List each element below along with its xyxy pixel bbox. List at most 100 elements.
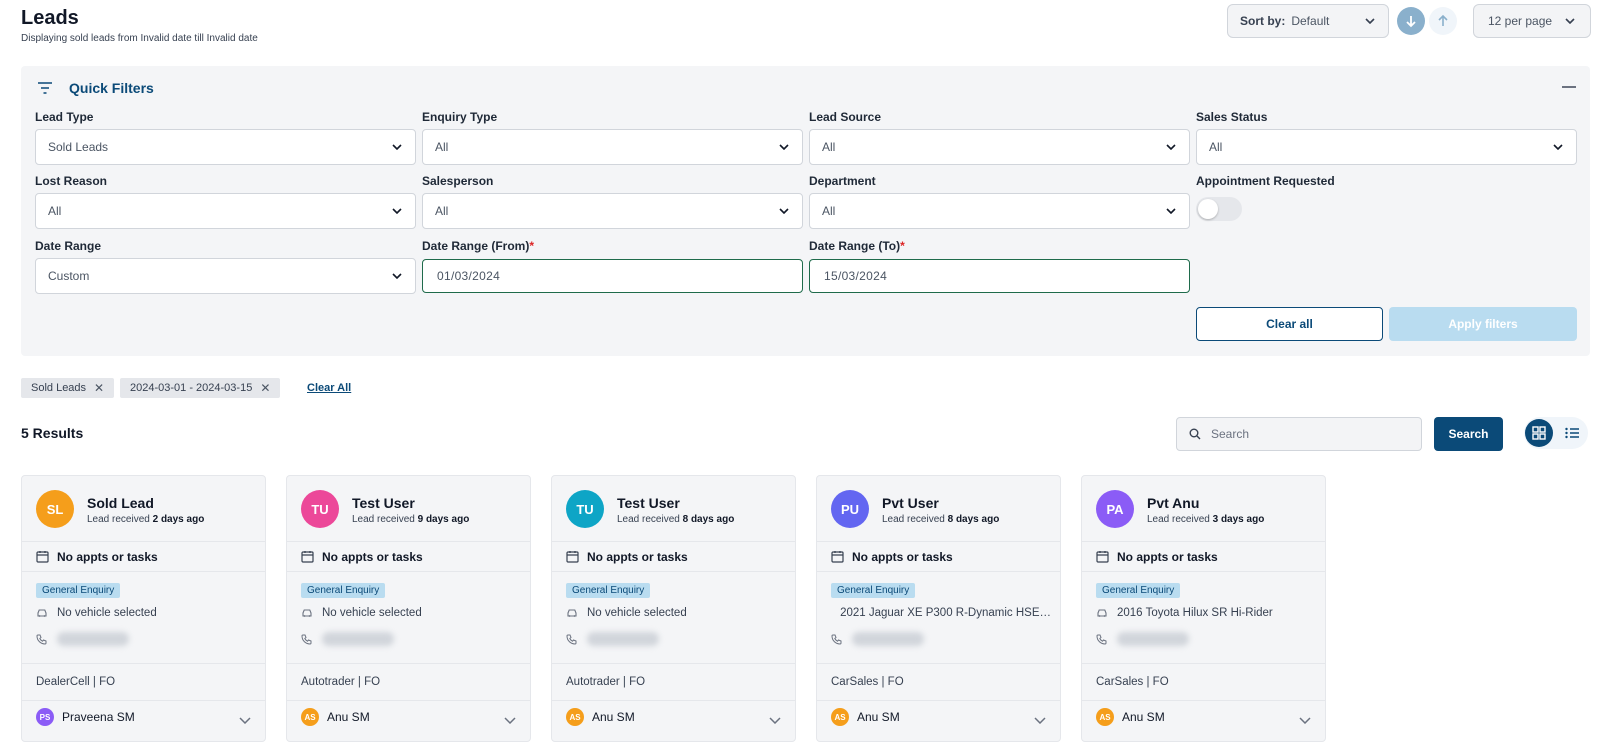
appts-row: No appts or tasks — [22, 542, 265, 572]
lead-source: Autotrader | FO — [552, 663, 795, 701]
grid-view-button[interactable] — [1525, 419, 1553, 447]
collapse-icon[interactable] — [1562, 86, 1576, 88]
search-button[interactable]: Search — [1434, 417, 1503, 451]
per-page-value: 12 per page — [1488, 14, 1553, 28]
lead-name[interactable]: Test User — [352, 495, 415, 511]
owner-initials: AS — [834, 712, 846, 722]
department-select[interactable]: All — [809, 193, 1190, 229]
lead-received: Lead received 3 days ago — [1147, 514, 1264, 525]
phone-row — [301, 632, 394, 646]
search-input[interactable] — [1211, 427, 1401, 441]
appts-row: No appts or tasks — [817, 542, 1060, 572]
sort-value: Default — [1291, 14, 1330, 28]
sort-descending-button[interactable] — [1397, 7, 1425, 35]
chevron-down-icon[interactable] — [1299, 713, 1311, 727]
quick-filters-title: Quick Filters — [69, 80, 154, 96]
lead-name[interactable]: Pvt Anu — [1147, 495, 1200, 511]
date-from-input[interactable]: 01/03/2024 — [422, 259, 803, 293]
lead-received: Lead received 8 days ago — [617, 514, 734, 525]
owner-name: Anu SM — [327, 710, 370, 724]
lead-source: Autotrader | FO — [287, 663, 530, 701]
chevron-down-icon[interactable] — [239, 713, 251, 727]
lead-card[interactable]: SL Sold Lead Lead received 2 days ago No… — [21, 475, 266, 742]
list-view-button[interactable] — [1558, 419, 1586, 447]
enquiry-badge: General Enquiry — [1096, 583, 1181, 598]
date-range-select[interactable]: Custom — [35, 258, 416, 294]
avatar-initials: TU — [311, 501, 329, 517]
chevron-down-icon — [391, 270, 403, 282]
car-icon — [567, 609, 577, 617]
avatar: PA — [1096, 490, 1134, 528]
appts-row: No appts or tasks — [1082, 542, 1325, 572]
car-icon — [302, 609, 312, 617]
required-marker: * — [529, 239, 535, 253]
assigned-owner: AS Anu SM — [1096, 708, 1165, 726]
owner-name: Anu SM — [592, 710, 635, 724]
chevron-down-icon[interactable] — [769, 713, 781, 727]
assigned-owner: AS Anu SM — [301, 708, 370, 726]
enquiry-type-select[interactable]: All — [422, 129, 803, 165]
phone-row — [831, 632, 924, 646]
appointment-requested-label: Appointment Requested — [1196, 174, 1335, 188]
chevron-down-icon[interactable] — [1034, 713, 1046, 727]
lead-name[interactable]: Pvt User — [882, 495, 939, 511]
calendar-icon — [1096, 551, 1109, 563]
appts-row: No appts or tasks — [552, 542, 795, 572]
date-range-label: Date Range — [35, 239, 102, 253]
phone-icon — [301, 634, 312, 645]
lead-card[interactable]: PU Pvt User Lead received 8 days ago No … — [816, 475, 1061, 742]
vehicle-text: 2021 Jaguar XE P300 R-Dynamic HSE… — [840, 607, 1051, 619]
avatar: TU — [566, 490, 604, 528]
date-to-input[interactable]: 15/03/2024 — [809, 259, 1190, 293]
sales-status-select[interactable]: All — [1196, 129, 1577, 165]
enquiry-badge: General Enquiry — [566, 583, 651, 598]
chevron-down-icon — [778, 205, 790, 217]
per-page-select[interactable]: 12 per page — [1473, 4, 1591, 38]
vehicle-row: No vehicle selected — [36, 607, 256, 619]
filter-icon — [38, 82, 52, 94]
search-field[interactable] — [1176, 417, 1422, 451]
chip-label: 2024-03-01 - 2024-03-15 — [130, 382, 253, 394]
chevron-down-icon — [391, 205, 403, 217]
apply-filters-button[interactable]: Apply filters — [1389, 307, 1577, 341]
sort-select[interactable]: Sort by: Default — [1227, 4, 1389, 38]
lead-name[interactable]: Test User — [617, 495, 680, 511]
appts-text: No appts or tasks — [322, 549, 423, 564]
appts-text: No appts or tasks — [587, 549, 688, 564]
phone-number-redacted — [57, 632, 129, 646]
grid-icon — [1532, 426, 1546, 440]
owner-initials: AS — [304, 712, 316, 722]
date-from-label-text: Date Range (From) — [422, 239, 530, 253]
date-to-label: Date Range (To)* — [809, 239, 905, 253]
lead-card[interactable]: TU Test User Lead received 9 days ago No… — [286, 475, 531, 742]
page-title: Leads — [21, 7, 79, 29]
phone-number-redacted — [322, 632, 394, 646]
lead-card[interactable]: PA Pvt Anu Lead received 3 days ago No a… — [1081, 475, 1326, 742]
close-icon[interactable]: ✕ — [260, 381, 271, 395]
lead-card[interactable]: TU Test User Lead received 8 days ago No… — [551, 475, 796, 742]
received-when: 8 days ago — [682, 514, 735, 525]
quick-filters-header[interactable]: Quick Filters — [37, 80, 154, 96]
lead-source: CarSales | FO — [1082, 663, 1325, 701]
sort-ascending-button[interactable] — [1429, 7, 1457, 35]
received-prefix: Lead received — [882, 514, 945, 525]
lost-reason-select[interactable]: All — [35, 193, 416, 229]
salesperson-select[interactable]: All — [422, 193, 803, 229]
lead-name[interactable]: Sold Lead — [87, 495, 154, 511]
owner-name: Anu SM — [857, 710, 900, 724]
received-prefix: Lead received — [617, 514, 680, 525]
received-prefix: Lead received — [87, 514, 150, 525]
clear-all-link[interactable]: Clear All — [307, 382, 352, 394]
avatar-initials: PU — [840, 501, 860, 517]
page-subtitle: Displaying sold leads from Invalid date … — [21, 33, 258, 44]
clear-all-button[interactable]: Clear all — [1196, 307, 1383, 341]
lead-type-value: Sold Leads — [48, 140, 109, 154]
lead-type-select[interactable]: Sold Leads — [35, 129, 416, 165]
lead-source-select[interactable]: All — [809, 129, 1190, 165]
arrow-down-icon — [1406, 16, 1416, 28]
received-when: 3 days ago — [1212, 514, 1265, 525]
chevron-down-icon[interactable] — [504, 713, 516, 727]
appointment-requested-toggle[interactable] — [1196, 197, 1242, 221]
close-icon[interactable]: ✕ — [94, 381, 105, 395]
owner-initials: AS — [569, 712, 581, 722]
